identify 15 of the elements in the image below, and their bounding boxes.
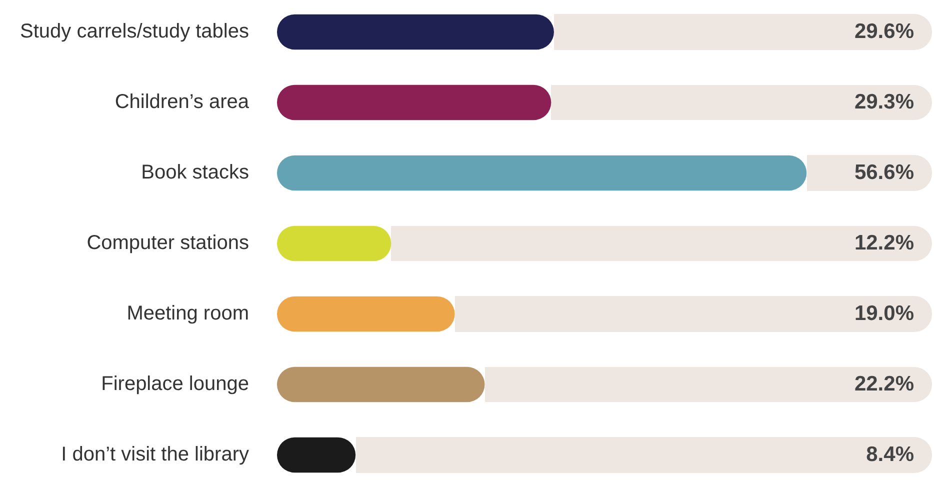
- y-tick-label: Computer stations: [86, 232, 249, 254]
- data-label: 8.4%: [866, 442, 914, 466]
- data-label: 22.2%: [854, 372, 914, 396]
- data-label: 12.2%: [854, 231, 914, 254]
- bar: [276, 226, 392, 262]
- y-tick-label: Book stacks: [141, 162, 249, 184]
- y-tick-label: Meeting room: [126, 302, 249, 325]
- data-label: 56.6%: [854, 160, 914, 184]
- y-tick-label: I don’t visit the library: [61, 444, 249, 466]
- data-label: 19.0%: [854, 302, 914, 325]
- y-tick-label: Study carrels/study tables: [20, 20, 249, 43]
- data-label: 29.3%: [854, 90, 914, 114]
- y-tick-label: Fireplace lounge: [101, 373, 249, 396]
- data-label: 29.6%: [854, 20, 914, 43]
- y-tick-label: Children’s area: [114, 91, 250, 114]
